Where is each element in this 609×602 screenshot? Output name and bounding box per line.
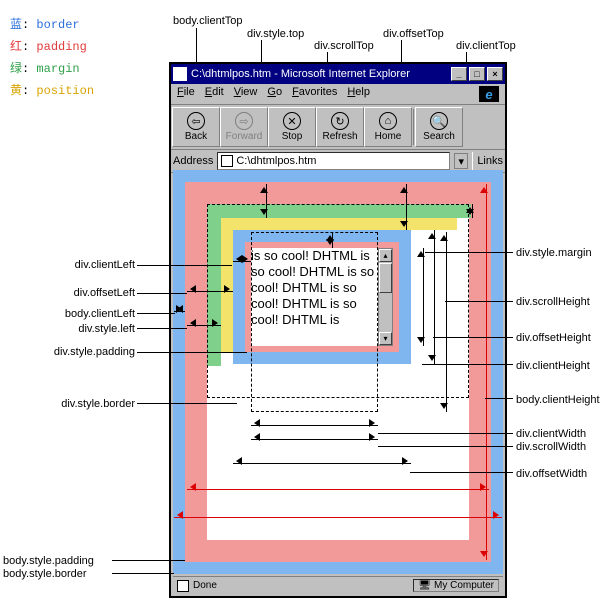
computer-icon: 🖥 (418, 580, 431, 591)
label-div-style-padding: div.style.padding (18, 346, 135, 358)
label-div-clientheight: div.clientHeight (516, 360, 590, 372)
menu-favorites[interactable]: Favorites (292, 86, 337, 102)
window-icon (173, 67, 187, 81)
leader (112, 560, 185, 561)
legend-position: 黄: position (10, 81, 94, 98)
links-label[interactable]: Links (477, 155, 503, 167)
browser-window: C:\dhtmlpos.htm - Microsoft Internet Exp… (169, 62, 507, 598)
label-div-style-top: div.style.top (247, 28, 304, 40)
toolbar: ⇦Back ⇨Forward ✕Stop ↻Refresh ⌂Home 🔍Sea… (171, 105, 505, 150)
page-icon (221, 155, 233, 167)
leader (137, 265, 232, 266)
label-body-style-padding: body.style.padding (3, 555, 94, 567)
search-button[interactable]: 🔍Search (415, 107, 463, 147)
address-value: C:\dhtmlpos.htm (236, 155, 316, 167)
menubar: File Edit View Go Favorites Help e (171, 84, 505, 105)
leader (112, 573, 174, 574)
legend-padding: 红: padding (10, 37, 87, 54)
label-div-scrolltop: div.scrollTop (314, 40, 374, 52)
leader (425, 252, 513, 253)
label-div-offsetleft: div.offsetLeft (35, 287, 135, 299)
label-body-clienttop: body.clientTop (173, 15, 243, 27)
leader (422, 364, 513, 365)
leader (485, 398, 513, 399)
back-button[interactable]: ⇦Back (172, 107, 220, 147)
maximize-button[interactable]: □ (469, 67, 485, 81)
viewport: is so cool! DHTML is so cool! DHTML is s… (173, 170, 503, 574)
stop-button[interactable]: ✕Stop (268, 107, 316, 147)
legend-border: 蓝: border (10, 15, 80, 32)
menu-go[interactable]: Go (267, 86, 282, 102)
leader (378, 446, 513, 447)
close-button[interactable]: × (487, 67, 503, 81)
label-body-clientleft: body.clientLeft (28, 308, 135, 320)
refresh-button[interactable]: ↻Refresh (316, 107, 364, 147)
status-icon (177, 580, 189, 592)
label-div-style-border: div.style.border (28, 398, 135, 410)
label-div-scrollwidth: div.scrollWidth (516, 441, 586, 453)
label-div-offsetheight: div.offsetHeight (516, 332, 591, 344)
dashed-div-scroll (251, 232, 378, 412)
menu-edit[interactable]: Edit (205, 86, 224, 102)
minimize-button[interactable]: _ (451, 67, 467, 81)
label-div-clienttop: div.clientTop (456, 40, 516, 52)
address-label: Address (173, 155, 213, 167)
window-title: C:\dhtmlpos.htm - Microsoft Internet Exp… (191, 68, 410, 80)
leader (137, 313, 175, 314)
leader (137, 328, 187, 329)
address-field[interactable]: C:\dhtmlpos.htm (217, 152, 450, 170)
leader (410, 472, 513, 473)
menu-view[interactable]: View (234, 86, 258, 102)
titlebar: C:\dhtmlpos.htm - Microsoft Internet Exp… (171, 64, 505, 84)
label-div-style-left: div.style.left (45, 323, 135, 335)
home-button[interactable]: ⌂Home (364, 107, 412, 147)
ie-logo-icon: e (479, 86, 499, 102)
leader (378, 433, 513, 434)
address-dropdown[interactable]: ▾ (454, 153, 468, 169)
status-done: Done (193, 580, 217, 591)
leader (137, 403, 237, 404)
leader (137, 352, 247, 353)
label-body-clientheight: body.clientHeight (516, 394, 600, 406)
label-div-offsetwidth: div.offsetWidth (516, 468, 587, 480)
legend-margin: 绿: margin (10, 59, 80, 76)
leader (445, 301, 513, 302)
label-div-scrollheight: div.scrollHeight (516, 296, 590, 308)
stage: 蓝: border 红: padding 绿: margin 黄: positi… (0, 0, 609, 602)
label-div-clientleft: div.clientLeft (35, 259, 135, 271)
label-div-clientwidth: div.clientWidth (516, 428, 586, 440)
menu-help[interactable]: Help (347, 86, 370, 102)
statusbar: Done 🖥 My Computer (173, 576, 503, 594)
forward-button[interactable]: ⇨Forward (220, 107, 268, 147)
status-zone: 🖥 My Computer (413, 579, 499, 592)
label-div-offsettop: div.offsetTop (383, 28, 444, 40)
label-body-style-border: body.style.border (3, 568, 87, 580)
leader (433, 337, 513, 338)
label-div-style-margin: div.style.margin (516, 247, 592, 259)
leader (137, 293, 187, 294)
menu-file[interactable]: File (177, 86, 195, 102)
